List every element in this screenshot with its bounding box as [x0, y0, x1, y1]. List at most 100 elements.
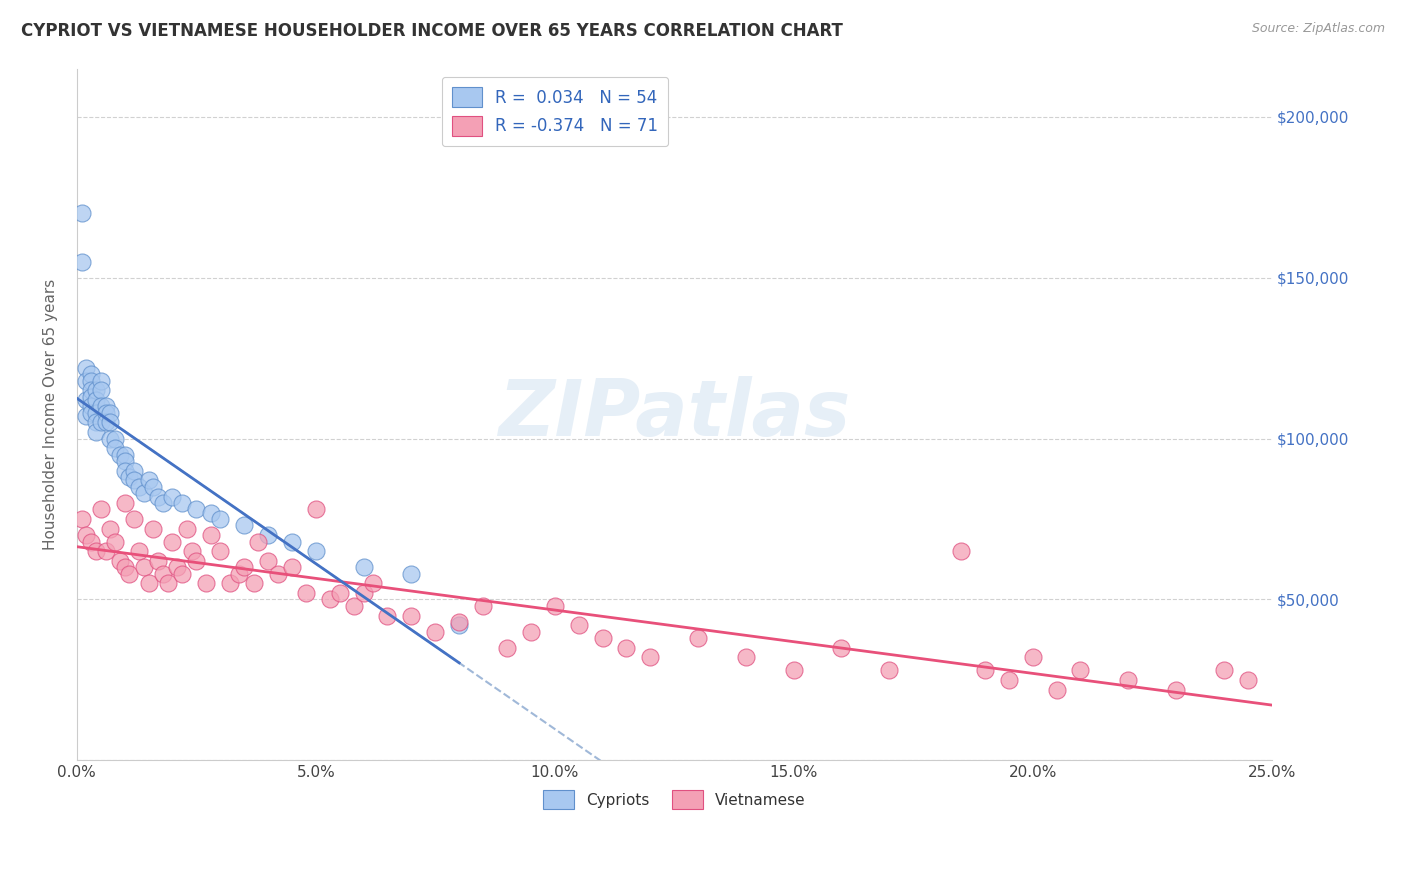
Point — [166, 560, 188, 574]
Point — [295, 586, 318, 600]
Point — [200, 506, 222, 520]
Point — [94, 544, 117, 558]
Point — [122, 464, 145, 478]
Point — [520, 624, 543, 639]
Point — [228, 566, 250, 581]
Point — [80, 368, 103, 382]
Point — [84, 544, 107, 558]
Point — [162, 534, 184, 549]
Point — [186, 502, 208, 516]
Point — [180, 544, 202, 558]
Point — [146, 490, 169, 504]
Point — [496, 640, 519, 655]
Point — [108, 448, 131, 462]
Point — [449, 618, 471, 632]
Point — [122, 474, 145, 488]
Point — [132, 560, 155, 574]
Point — [156, 576, 179, 591]
Point — [544, 599, 567, 613]
Point — [425, 624, 447, 639]
Legend: Cypriots, Vietnamese: Cypriots, Vietnamese — [537, 784, 811, 815]
Point — [75, 374, 97, 388]
Point — [152, 496, 174, 510]
Point — [152, 566, 174, 581]
Point — [949, 544, 972, 558]
Point — [783, 663, 806, 677]
Point — [401, 608, 423, 623]
Point — [162, 490, 184, 504]
Point — [70, 206, 93, 220]
Point — [84, 392, 107, 407]
Point — [353, 586, 375, 600]
Point — [319, 592, 342, 607]
Point — [94, 416, 117, 430]
Point — [142, 522, 165, 536]
Point — [343, 599, 366, 613]
Point — [80, 374, 103, 388]
Point — [242, 576, 264, 591]
Point — [200, 528, 222, 542]
Point — [640, 650, 662, 665]
Point — [114, 454, 136, 468]
Point — [257, 554, 280, 568]
Point — [830, 640, 852, 655]
Point — [735, 650, 758, 665]
Point — [616, 640, 638, 655]
Point — [94, 400, 117, 414]
Point — [305, 544, 328, 558]
Point — [70, 512, 93, 526]
Point — [361, 576, 384, 591]
Point — [1236, 673, 1258, 687]
Point — [1069, 663, 1091, 677]
Text: ZIPatlas: ZIPatlas — [498, 376, 851, 452]
Point — [84, 425, 107, 439]
Point — [80, 384, 103, 398]
Point — [98, 432, 121, 446]
Point — [80, 390, 103, 404]
Text: Source: ZipAtlas.com: Source: ZipAtlas.com — [1251, 22, 1385, 36]
Point — [281, 560, 304, 574]
Point — [80, 406, 103, 420]
Point — [84, 384, 107, 398]
Point — [75, 360, 97, 375]
Point — [75, 528, 97, 542]
Point — [114, 560, 136, 574]
Point — [118, 566, 141, 581]
Point — [329, 586, 352, 600]
Point — [90, 416, 112, 430]
Point — [568, 618, 591, 632]
Point — [401, 566, 423, 581]
Point — [104, 432, 127, 446]
Point — [146, 554, 169, 568]
Point — [70, 254, 93, 268]
Point — [688, 631, 710, 645]
Point — [138, 474, 160, 488]
Point — [90, 374, 112, 388]
Point — [142, 480, 165, 494]
Point — [122, 512, 145, 526]
Point — [377, 608, 399, 623]
Point — [218, 576, 240, 591]
Point — [209, 512, 232, 526]
Point — [1116, 673, 1139, 687]
Point — [118, 470, 141, 484]
Point — [138, 576, 160, 591]
Point — [209, 544, 232, 558]
Point — [80, 534, 103, 549]
Point — [84, 406, 107, 420]
Point — [98, 522, 121, 536]
Point — [114, 464, 136, 478]
Point — [877, 663, 900, 677]
Point — [247, 534, 270, 549]
Point — [176, 522, 198, 536]
Point — [114, 496, 136, 510]
Point — [104, 534, 127, 549]
Point — [1021, 650, 1043, 665]
Point — [449, 615, 471, 629]
Point — [98, 416, 121, 430]
Point — [128, 480, 150, 494]
Point — [1045, 682, 1067, 697]
Point — [90, 502, 112, 516]
Point — [472, 599, 495, 613]
Point — [281, 534, 304, 549]
